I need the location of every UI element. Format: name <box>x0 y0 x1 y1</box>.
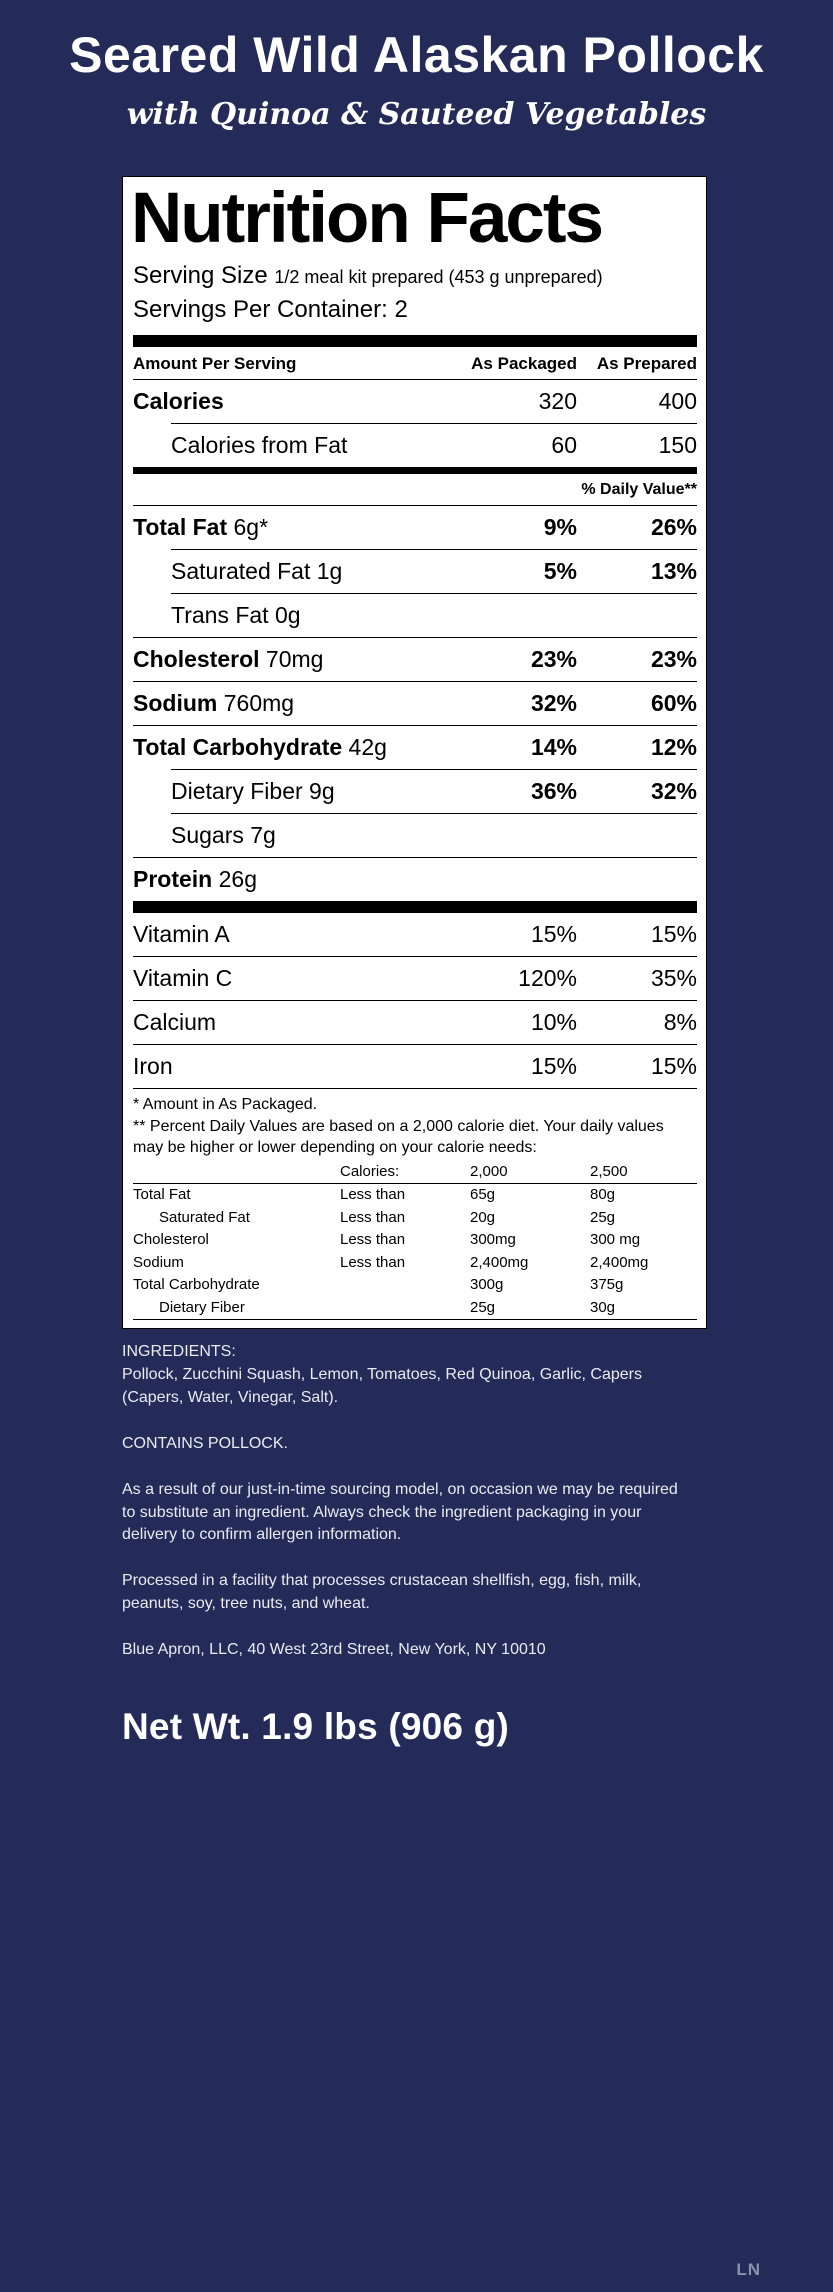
reference-table-cell: Less than <box>340 1208 406 1226</box>
reference-table-cell: 2,400mg <box>470 1253 529 1271</box>
serving-size-label: Serving Size <box>133 262 268 290</box>
reference-table-cell: 300 mg <box>590 1231 641 1249</box>
reference-table-header: Calories: 2,000 2,500 <box>133 1161 697 1184</box>
nutrition-label: Nutrition Facts Serving Size 1/2 meal ki… <box>122 176 707 1330</box>
hairline-rule <box>171 593 697 595</box>
reference-table-row: Total Fat Less than 65g 80g <box>133 1184 697 1207</box>
serving-size-value: 1/2 meal kit prepared (453 g unprepared) <box>274 267 603 288</box>
reference-table-cell: Less than <box>340 1253 406 1271</box>
hairline-rule <box>133 1088 697 1090</box>
nutrition-facts-title: Nutrition Facts <box>131 179 604 258</box>
hairline-rule <box>133 1000 697 1002</box>
reference-table-cell: 300mg <box>470 1231 516 1249</box>
reference-table-cell: Sodium <box>133 1253 184 1271</box>
hairline-rule <box>133 1319 697 1321</box>
reference-table-cell <box>340 1274 470 1297</box>
nutrient-row: Vitamin C 120% 35% <box>133 965 697 992</box>
calorie-rows: Calories 320 400 Calories from Fat 60 150 <box>133 380 697 467</box>
hairline-rule <box>133 681 697 683</box>
reference-table-row: Total Carbohydrate 300g 375g <box>133 1274 697 1297</box>
reference-table-cell: Less than <box>340 1231 406 1249</box>
servings-per-container: Servings Per Container: 2 <box>133 296 408 324</box>
reference-table-cell: 375g <box>590 1276 624 1294</box>
nutrient-row: Trans Fat 0g <box>171 602 301 629</box>
nutrient-row: Sodium 760mg 32% 60% <box>133 690 697 717</box>
nutrient-row: Iron 15% 15% <box>133 1053 697 1080</box>
nutrient-row: Sugars 7g <box>171 822 276 849</box>
column-as-packaged: As Packaged <box>471 354 577 374</box>
company-address: Blue Apron, LLC, 40 West 23rd Street, Ne… <box>122 1641 546 1659</box>
reference-table-row: Sodium Less than 2,400mg 2,400mg <box>133 1252 697 1275</box>
reference-table-row: Cholesterol Less than 300mg 300 mg <box>133 1229 697 1252</box>
reference-table-cell <box>133 1161 340 1184</box>
product-subtitle: with Quinoa & Sauteed Vegetables <box>126 97 707 132</box>
hairline-rule <box>133 725 697 727</box>
ingredients-section: INGREDIENTS: Pollock, Zucchini Squash, L… <box>122 1341 688 1662</box>
reference-table-cell: 2,000 <box>470 1162 508 1180</box>
reference-table-cell: Total Fat <box>133 1186 191 1204</box>
nutrient-row: Calcium 10% 8% <box>133 1009 697 1036</box>
column-as-prepared: As Prepared <box>596 354 697 374</box>
product-title: Seared Wild Alaskan Pollock <box>69 27 764 83</box>
reference-table-cell: 80g <box>590 1186 616 1204</box>
thick-divider-bar <box>133 335 697 348</box>
hairline-rule <box>133 857 697 859</box>
nutrient-row: Dietary Fiber 9g 36% 32% <box>171 778 697 805</box>
hairline-rule <box>171 549 697 551</box>
substitution-paragraph: As a result of our just-in-time sourcing… <box>122 1480 678 1544</box>
reference-table-row: Dietary Fiber 25g 30g <box>133 1297 697 1320</box>
footnotes: * Amount in As Packaged. ** Percent Dail… <box>133 1089 697 1158</box>
hairline-rule <box>133 1044 697 1046</box>
vitamin-rows: Vitamin A 15% 15% Vitamin C 120% 35% Calcium 10… <box>133 913 697 1090</box>
hairline-rule <box>133 956 697 958</box>
nutrient-row: Total Carbohydrate 42g 14% 12% <box>133 734 697 761</box>
nutrient-row: Vitamin A 15% 15% <box>133 921 697 948</box>
reference-table-cell: 25g <box>590 1208 616 1226</box>
reference-table-cell: 20g <box>470 1208 496 1226</box>
daily-value-header: % Daily Value** <box>133 474 697 507</box>
nutrient-row: Total Fat 6g* 9% 26% <box>133 514 697 541</box>
nutrient-row: Calories from Fat 60 150 <box>171 432 697 459</box>
reference-table-cell: 300g <box>470 1276 504 1294</box>
product-header: Seared Wild Alaskan Pollock with Quinoa … <box>0 0 833 133</box>
reference-table: Calories: 2,000 2,500 Total Fat Less than 65g… <box>133 1161 697 1321</box>
thick-divider-bar <box>133 901 697 914</box>
reference-table-cell: 30g <box>590 1298 616 1316</box>
ingredients-paragraph: INGREDIENTS: Pollock, Zucchini Squash, L… <box>122 1343 642 1406</box>
reference-table-cell: 2,400mg <box>590 1253 649 1271</box>
nutrient-rows: Total Fat 6g* 9% 26% Saturated Fat 1g 5% 13% T… <box>133 506 697 901</box>
watermark-ln: LN <box>736 2260 761 2279</box>
nutrient-row: Calories 320 400 <box>133 388 697 415</box>
serving-size: Serving Size 1/2 meal kit prepared (453 … <box>133 261 697 291</box>
reference-table-cell: Dietary Fiber <box>159 1298 245 1316</box>
reference-table-cell: Total Carbohydrate <box>133 1276 260 1294</box>
net-weight: Net Wt. 1.9 lbs (906 g) <box>122 1705 510 1747</box>
hairline-rule <box>171 423 697 425</box>
hairline-rule <box>171 769 697 771</box>
reference-table-cell: Cholesterol <box>133 1231 209 1249</box>
column-amount-per-serving: Amount Per Serving <box>133 354 297 374</box>
reference-table-row: Saturated Fat Less than 20g 25g <box>133 1207 697 1230</box>
reference-table-cell: Calories: <box>340 1162 400 1180</box>
hairline-rule <box>133 637 697 639</box>
reference-table-cell <box>340 1297 470 1320</box>
reference-table-cell: Less than <box>340 1186 406 1204</box>
reference-table-cell: Saturated Fat <box>159 1208 250 1226</box>
medium-divider-bar <box>133 467 697 475</box>
hairline-rule <box>133 1183 697 1185</box>
reference-table-cell: 2,500 <box>590 1162 628 1180</box>
facility-paragraph: Processed in a facility that processes c… <box>122 1572 642 1613</box>
footnote-daily-values: ** Percent Daily Values are based on a 2… <box>133 1117 664 1157</box>
nutrient-row: Protein 26g <box>133 866 257 893</box>
column-header-row: Amount Per Serving As Packaged As Prepar… <box>133 347 697 381</box>
contains-paragraph: CONTAINS POLLOCK. <box>122 1434 288 1452</box>
hairline-rule <box>171 813 697 815</box>
nutrient-row: Cholesterol 70mg 23% 23% <box>133 646 697 673</box>
reference-table-cell: 65g <box>470 1186 496 1204</box>
reference-table-cell: 25g <box>470 1298 496 1316</box>
footnote-amount: * Amount in As Packaged. <box>133 1096 318 1114</box>
nutrient-row: Saturated Fat 1g 5% 13% <box>171 558 697 585</box>
